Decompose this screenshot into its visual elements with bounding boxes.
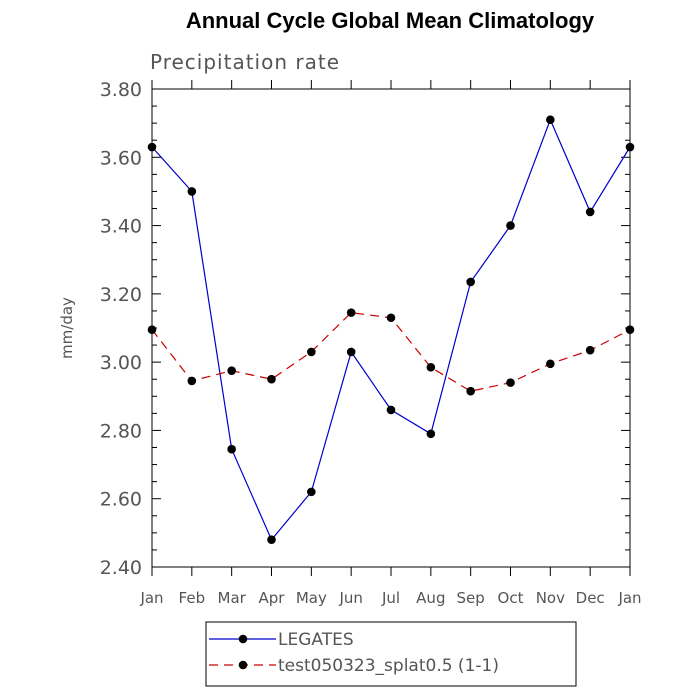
y-tick-label: 3.20 [100, 284, 142, 306]
series-0-point [267, 535, 276, 544]
axes-group: 2.40 2.60 2.80 3.00 3.20 3.40 3.60 3.80 Jan Feb Ma… [100, 79, 642, 607]
x-tick-label: Sep [457, 589, 485, 607]
x-tick-label: Jan [139, 589, 163, 607]
x-tick-label: May [296, 589, 327, 607]
series-1-point [187, 376, 197, 386]
y-tick-label: 3.60 [100, 147, 142, 169]
series-1-point [546, 359, 555, 369]
x-tick-label: Apr [259, 589, 286, 607]
series-1-point [147, 325, 157, 335]
x-tick-label: Dec [576, 589, 605, 607]
x-tick-label: Aug [416, 589, 445, 607]
series-1-point [585, 345, 595, 355]
series-1-point [386, 313, 396, 323]
series-0-point [625, 142, 635, 152]
y-tick-label: 2.60 [100, 489, 142, 511]
series-1-point [227, 366, 236, 375]
y-tick-label: 3.00 [100, 352, 142, 374]
series-1-point [426, 362, 436, 372]
chart-title: Annual Cycle Global Mean Climatology [185, 8, 595, 33]
legend-box [205, 621, 577, 687]
series-0-point [426, 429, 436, 439]
y-axis-label: mm/day [58, 297, 76, 359]
series-0-point [466, 277, 475, 287]
plot-frame [151, 88, 631, 568]
series-0-point [546, 115, 555, 125]
chart-subtitle: Precipitation rate [150, 50, 340, 74]
legend-marker-0 [238, 634, 248, 644]
series-0-point [386, 405, 396, 415]
legend-label-1: test050323_splat0.5 (1-1) [278, 656, 499, 676]
y-tick-label: 3.40 [100, 216, 142, 238]
x-tick-label: Jul [381, 589, 400, 607]
series-0-point [187, 187, 197, 196]
series-line-0 [151, 118, 631, 541]
series-0-point [227, 444, 236, 454]
series-line-1 [151, 311, 631, 392]
legend-label-0: LEGATES [278, 630, 354, 650]
series-1-point [267, 374, 276, 384]
series-1-point [346, 308, 356, 317]
series-layer [147, 115, 635, 544]
series-1-point [506, 378, 515, 387]
x-tick-label: Jan [617, 589, 641, 607]
legend-marker-1 [238, 660, 248, 670]
series-0-point [307, 487, 316, 497]
series-1-point [625, 325, 635, 335]
x-tick-label: Mar [218, 589, 247, 607]
series-0-point [346, 347, 356, 357]
series-1-point [307, 347, 316, 357]
series-0-point [506, 221, 515, 230]
x-tick-label: Nov [536, 589, 565, 607]
series-1-point [466, 386, 475, 396]
legend: LEGATES test050323_splat0.5 (1-1) [205, 621, 577, 687]
y-tick-label: 3.80 [100, 79, 142, 101]
series-0-point [585, 207, 595, 217]
y-tick-label: 2.40 [100, 557, 142, 579]
x-tick-label: Oct [498, 589, 524, 607]
series-0-point [147, 142, 157, 152]
y-tick-label: 2.80 [100, 420, 142, 442]
x-tick-label: Jun [338, 589, 362, 607]
x-tick-label: Feb [179, 589, 206, 607]
